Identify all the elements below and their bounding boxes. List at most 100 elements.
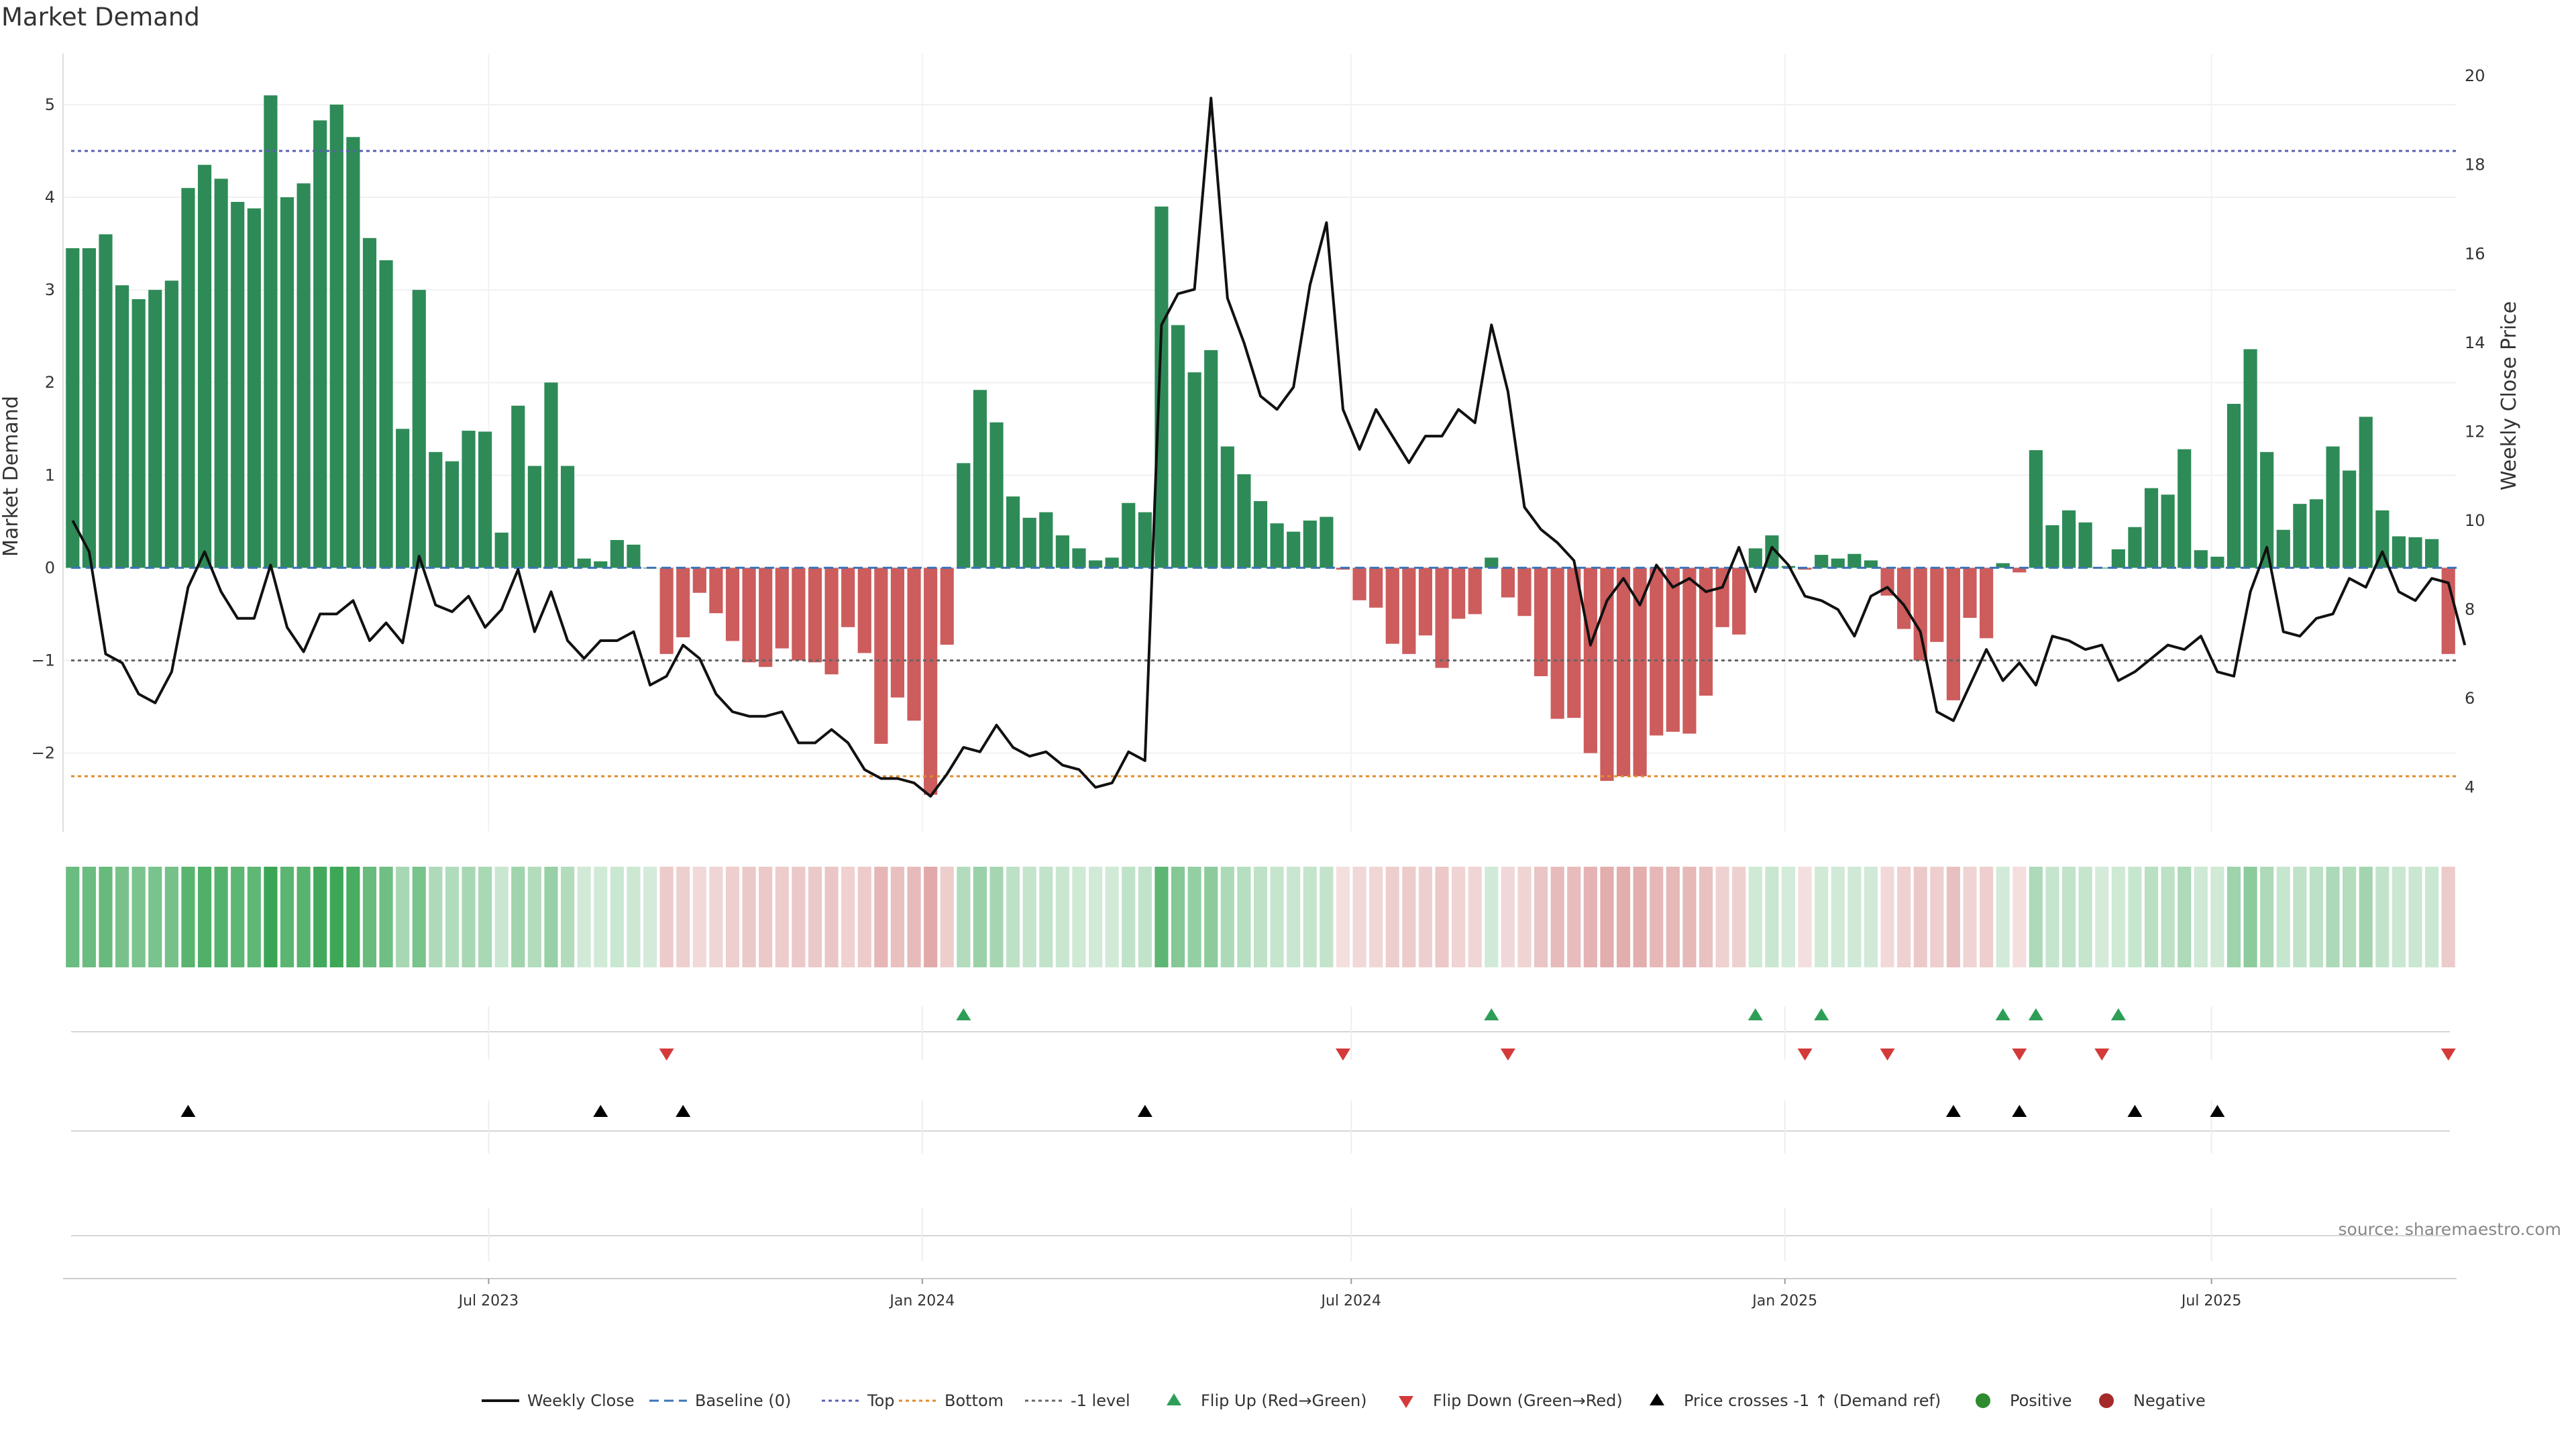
flip-down-marker: [2012, 1049, 2027, 1061]
heat-strip-cell: [511, 867, 525, 967]
heat-strip-cell: [1022, 867, 1036, 967]
right-tick-label: 14: [2465, 333, 2485, 352]
heat-strip-cell: [264, 867, 278, 967]
left-tick-label: 2: [45, 373, 55, 392]
demand-bar: [2111, 549, 2125, 568]
demand-bar: [1155, 206, 1169, 568]
demand-bar: [362, 237, 377, 568]
price-cross-marker: [2012, 1105, 2027, 1117]
demand-bar: [1402, 568, 1416, 654]
heat-strip-cell: [1913, 867, 1927, 967]
demand-bar: [2441, 568, 2455, 654]
demand-bar: [462, 431, 476, 568]
demand-bar: [1517, 568, 1532, 616]
heat-strip-cell: [1270, 867, 1284, 967]
legend-label: Positive: [2010, 1391, 2072, 1410]
demand-bar: [2293, 504, 2307, 568]
heat-strip-cell: [2045, 867, 2059, 967]
demand-bar: [1369, 568, 1383, 608]
demand-bar: [280, 197, 294, 568]
demand-bar: [2309, 499, 2324, 568]
demand-bar: [544, 382, 558, 568]
demand-bar: [1138, 512, 1152, 568]
demand-bar: [1963, 568, 1977, 618]
demand-bar: [874, 568, 888, 744]
demand-bar: [445, 461, 460, 568]
heat-strip-cell: [2425, 867, 2439, 967]
heat-strip-cell: [1138, 867, 1152, 967]
heat-strip-cell: [824, 867, 839, 967]
legend-swatch-circle: [1976, 1393, 1990, 1408]
x-tick-label: Jul 2023: [458, 1293, 519, 1309]
right-tick-label: 10: [2465, 511, 2485, 530]
demand-bar: [1715, 568, 1729, 627]
heat-strip-cell: [890, 867, 905, 967]
demand-bar: [2045, 525, 2059, 568]
flip-down-marker: [2440, 1049, 2456, 1061]
demand-bar: [1699, 568, 1713, 696]
demand-bar: [1385, 568, 1399, 644]
heat-strip-cell: [2226, 867, 2241, 967]
heat-strip-cell: [1567, 867, 1581, 967]
demand-bar: [1748, 548, 1762, 568]
heat-strip-cell: [1369, 867, 1383, 967]
legend-swatch-triangle-up: [1650, 1393, 1664, 1405]
legend-label: Price crosses -1 ↑ (Demand ref): [1684, 1391, 1941, 1410]
heat-strip-cell: [1237, 867, 1251, 967]
heat-strip-cell: [164, 867, 178, 967]
heat-strip-cell: [329, 867, 343, 967]
heat-strip-cell: [280, 867, 294, 967]
demand-bar: [1930, 568, 1944, 642]
heat-strip-cell: [1072, 867, 1086, 967]
demand-bar: [478, 431, 492, 568]
heat-strip-cell: [709, 867, 723, 967]
heat-strip-cell: [1485, 867, 1499, 967]
demand-bar: [2029, 450, 2043, 568]
heat-strip-cell: [1055, 867, 1069, 967]
legend-swatch-triangle-down: [1399, 1396, 1413, 1408]
demand-bar: [1352, 568, 1366, 600]
heat-strip-cell: [1815, 867, 1829, 967]
demand-bar: [2408, 537, 2422, 568]
flip-up-marker: [2110, 1008, 2126, 1020]
price-cross-marker: [676, 1105, 691, 1117]
heat-strip-cell: [131, 867, 146, 967]
heat-strip-cell: [1517, 867, 1532, 967]
demand-bar: [1320, 517, 1334, 568]
left-tick-label: 0: [45, 558, 55, 577]
heat-strip-cell: [1550, 867, 1564, 967]
heat-strip-cell: [775, 867, 789, 967]
demand-bar: [264, 95, 278, 568]
heat-strip-cell: [725, 867, 740, 967]
demand-bar: [1055, 535, 1069, 568]
demand-bar: [824, 568, 839, 675]
demand-bar: [1666, 568, 1680, 732]
heat-strip-cell: [197, 867, 212, 967]
demand-bar: [2161, 494, 2175, 568]
heat-strip-cell: [1946, 867, 1960, 967]
demand-bar: [2226, 404, 2241, 568]
heat-strip-cell: [1534, 867, 1548, 967]
heat-strip-cell: [1650, 867, 1664, 967]
heat-strip-cell: [808, 867, 822, 967]
demand-bar: [2375, 510, 2390, 568]
heat-strip-cell: [1798, 867, 1812, 967]
demand-bar: [164, 280, 178, 568]
demand-bar: [2243, 349, 2257, 568]
heat-strip-cell: [973, 867, 987, 967]
demand-bar: [1732, 568, 1746, 635]
demand-bar: [692, 568, 706, 593]
flip-down-marker: [2094, 1049, 2110, 1061]
heat-strip-cell: [1748, 867, 1762, 967]
heat-strip-cell: [445, 867, 460, 967]
demand-bar: [1864, 560, 1878, 568]
demand-bar: [2326, 446, 2340, 568]
right-tick-label: 12: [2465, 422, 2485, 441]
legend-label: Baseline (0): [695, 1391, 791, 1410]
demand-bar: [115, 285, 129, 568]
heat-strip-cell: [1336, 867, 1350, 967]
demand-bar: [808, 568, 822, 663]
demand-bar: [907, 568, 921, 721]
heat-strip-cell: [957, 867, 971, 967]
demand-bar: [775, 568, 789, 649]
